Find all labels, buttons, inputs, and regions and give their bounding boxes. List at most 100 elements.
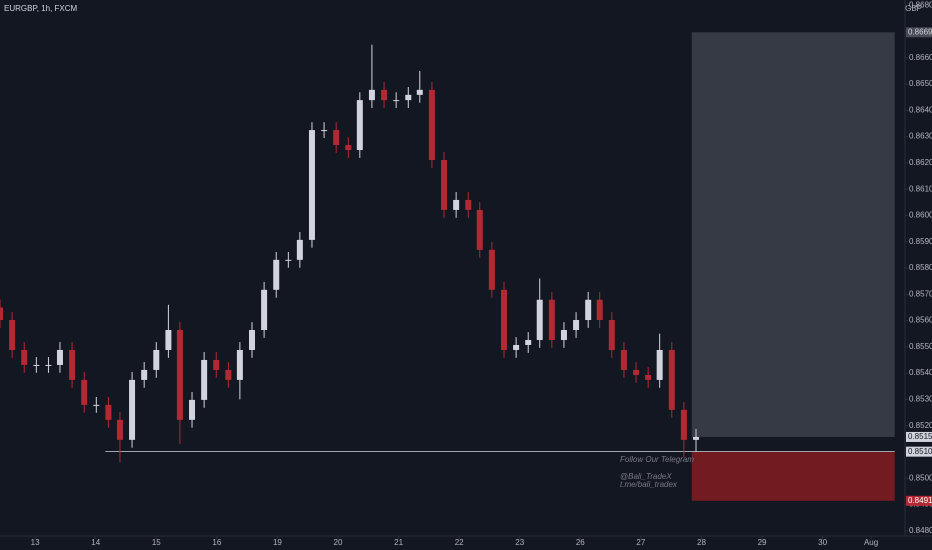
candle-body [428, 89, 435, 161]
candle-body [176, 330, 183, 420]
candle-body [345, 145, 352, 151]
candle-body [105, 404, 112, 420]
candle-body [596, 299, 603, 321]
candle-body [620, 349, 627, 370]
x-tick-label: 13 [31, 538, 40, 547]
x-tick-label: 30 [818, 538, 827, 547]
candle-body [45, 364, 52, 366]
candle-body [548, 299, 555, 340]
candle-body [585, 299, 592, 321]
candle-body [225, 369, 232, 380]
candle-body [668, 349, 675, 410]
candle-body [680, 409, 687, 440]
x-tick-label: 27 [636, 538, 645, 547]
candle-body [488, 249, 495, 290]
candle-body [0, 307, 3, 321]
candle-body [189, 399, 196, 420]
candle-body [656, 349, 663, 380]
x-tick-label: 22 [455, 538, 464, 547]
candle-body [368, 89, 375, 101]
x-tick-label: 29 [758, 538, 767, 547]
candle-body [405, 94, 412, 101]
candle-body [465, 199, 472, 210]
candle-body [56, 349, 63, 365]
candle-body [416, 89, 423, 95]
watermark: Follow Our Telegram [620, 455, 694, 464]
candle-body [453, 199, 460, 210]
x-tick-label: 14 [91, 538, 100, 547]
candle-body [21, 349, 28, 365]
candle-body [476, 209, 483, 250]
candle-body [236, 349, 243, 380]
candle-body [381, 89, 388, 101]
candle-body [525, 339, 532, 345]
price-tag-label: 0.85101 [908, 447, 932, 456]
candle-body [321, 130, 328, 132]
candle-body [153, 349, 160, 370]
currency-label: GBP [905, 4, 922, 13]
x-tick-label: 20 [334, 538, 343, 547]
candle-body [33, 364, 40, 366]
candle-body [296, 239, 303, 260]
price-tag-label: 0.85157 [908, 432, 932, 441]
candle-body [308, 130, 315, 240]
target-zone [691, 32, 895, 437]
chart-title: EURGBP, 1h, FXCM [4, 4, 78, 13]
candle-body [608, 320, 615, 350]
candle-body [129, 379, 136, 440]
candle-body [285, 259, 292, 261]
watermark: t.me/bali_tradex [620, 480, 678, 489]
candle-body [213, 359, 220, 370]
candle-body [633, 369, 640, 375]
candle-body [248, 330, 255, 350]
candle-body [81, 379, 88, 405]
candle-body [560, 330, 567, 340]
candle-body [201, 359, 208, 400]
candle-body [93, 404, 100, 406]
price-tag-label: 0.84914 [908, 496, 932, 505]
price-tag [906, 27, 932, 38]
candle-body [645, 374, 652, 380]
x-tick-label: 23 [515, 538, 524, 547]
x-tick-label: 28 [697, 538, 706, 547]
candle-body [393, 100, 400, 102]
candle-body [536, 299, 543, 340]
x-tick-label: 19 [273, 538, 282, 547]
x-tick-label: 15 [152, 538, 161, 547]
price-tag-label: 0.86697 [908, 27, 932, 36]
candle-body [573, 320, 580, 331]
x-tick-label: 26 [576, 538, 585, 547]
candle-body [356, 100, 363, 151]
candle-body [69, 349, 76, 380]
candle-body [116, 419, 123, 440]
candle-body [693, 436, 700, 440]
stop-zone [691, 451, 895, 501]
y-tick-label: 0.86800 [909, 0, 932, 9]
candle-body [513, 344, 520, 350]
candle-body [261, 289, 268, 331]
candle-body [500, 289, 507, 350]
price-tag [906, 431, 932, 442]
candle-body [333, 130, 340, 146]
x-tick-label: 21 [394, 538, 403, 547]
candle-body [9, 320, 16, 350]
price-tag [906, 495, 932, 506]
candle-body [141, 369, 148, 380]
price-tag [906, 446, 932, 457]
x-tick-label: Aug [864, 538, 878, 547]
